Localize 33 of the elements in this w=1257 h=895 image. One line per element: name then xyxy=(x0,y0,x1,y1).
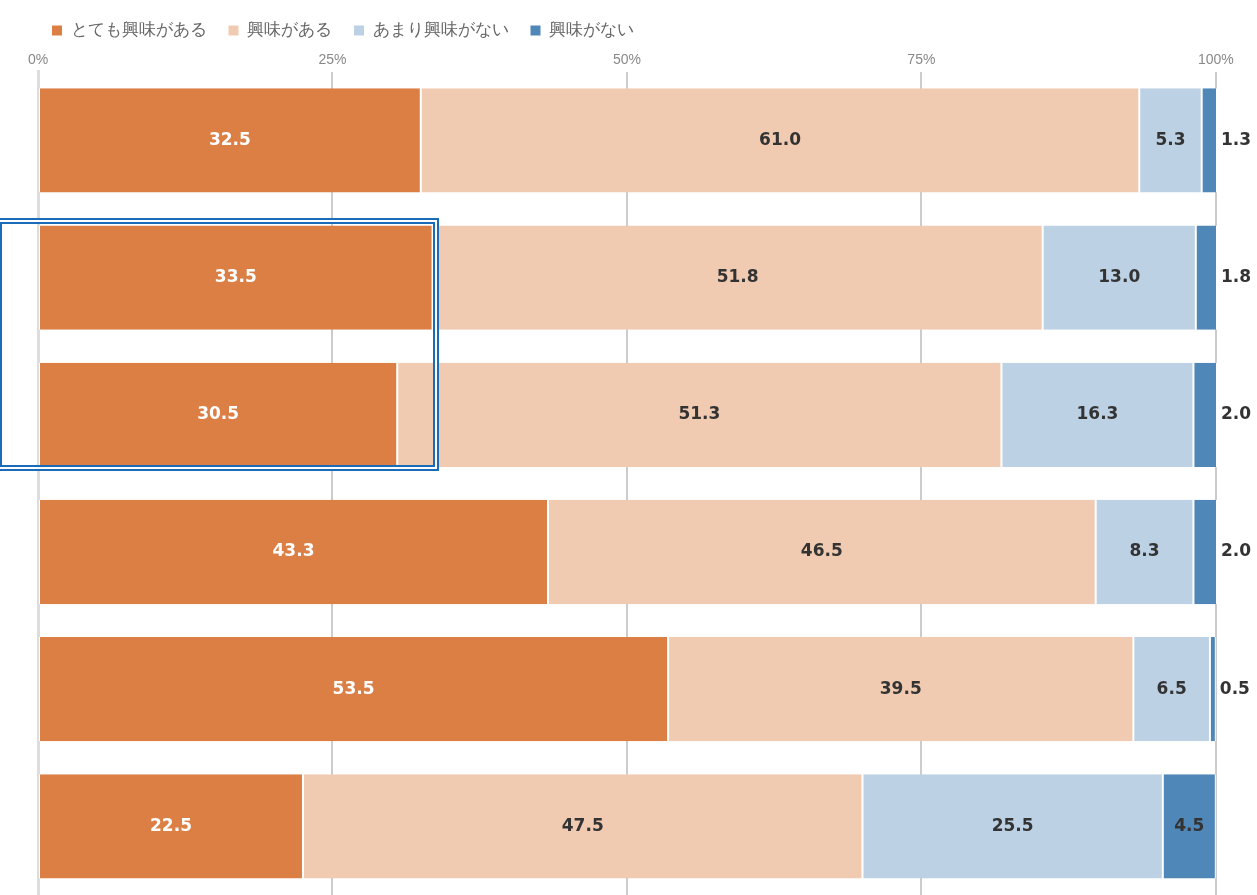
data-label: 43.3 xyxy=(272,540,315,561)
x-tick-label: 50% xyxy=(612,51,641,68)
data-label: 61.0 xyxy=(759,128,802,149)
data-label: 0.5 xyxy=(1219,677,1250,698)
data-label: 1.3 xyxy=(1221,128,1252,149)
data-label: 4.5 xyxy=(1174,814,1205,835)
data-label: 25.5 xyxy=(991,814,1034,835)
data-label: 6.5 xyxy=(1156,677,1187,698)
legend-label: 興味がある xyxy=(247,18,332,39)
data-label: 39.5 xyxy=(879,677,922,698)
legend-label: 興味がない xyxy=(549,18,634,39)
x-tick-label: 75% xyxy=(907,51,936,68)
data-label: 30.5 xyxy=(197,403,240,424)
data-label: 33.5 xyxy=(214,266,257,287)
data-label: 53.5 xyxy=(332,677,375,698)
data-label: 2.0 xyxy=(1221,403,1252,424)
data-label: 8.3 xyxy=(1129,540,1160,561)
x-tick-label: 0% xyxy=(27,51,49,68)
data-label: 47.5 xyxy=(561,814,604,835)
legend-label: とても興味がある xyxy=(70,18,207,39)
data-label: 16.3 xyxy=(1076,403,1119,424)
x-tick-label: 100% xyxy=(1197,51,1234,68)
data-label: 1.8 xyxy=(1221,266,1252,287)
data-label: 22.5 xyxy=(150,814,192,835)
x-tick-label: 25% xyxy=(318,51,347,68)
data-label: 5.3 xyxy=(1155,128,1186,149)
data-label: 13.0 xyxy=(1098,266,1141,287)
legend-label: あまり興味がない xyxy=(372,18,509,39)
data-label: 46.5 xyxy=(800,540,843,561)
data-label: 51.3 xyxy=(678,403,721,424)
data-label: 51.8 xyxy=(716,266,759,287)
data-label: 32.5 xyxy=(208,128,251,149)
data-label: 2.0 xyxy=(1221,540,1252,561)
